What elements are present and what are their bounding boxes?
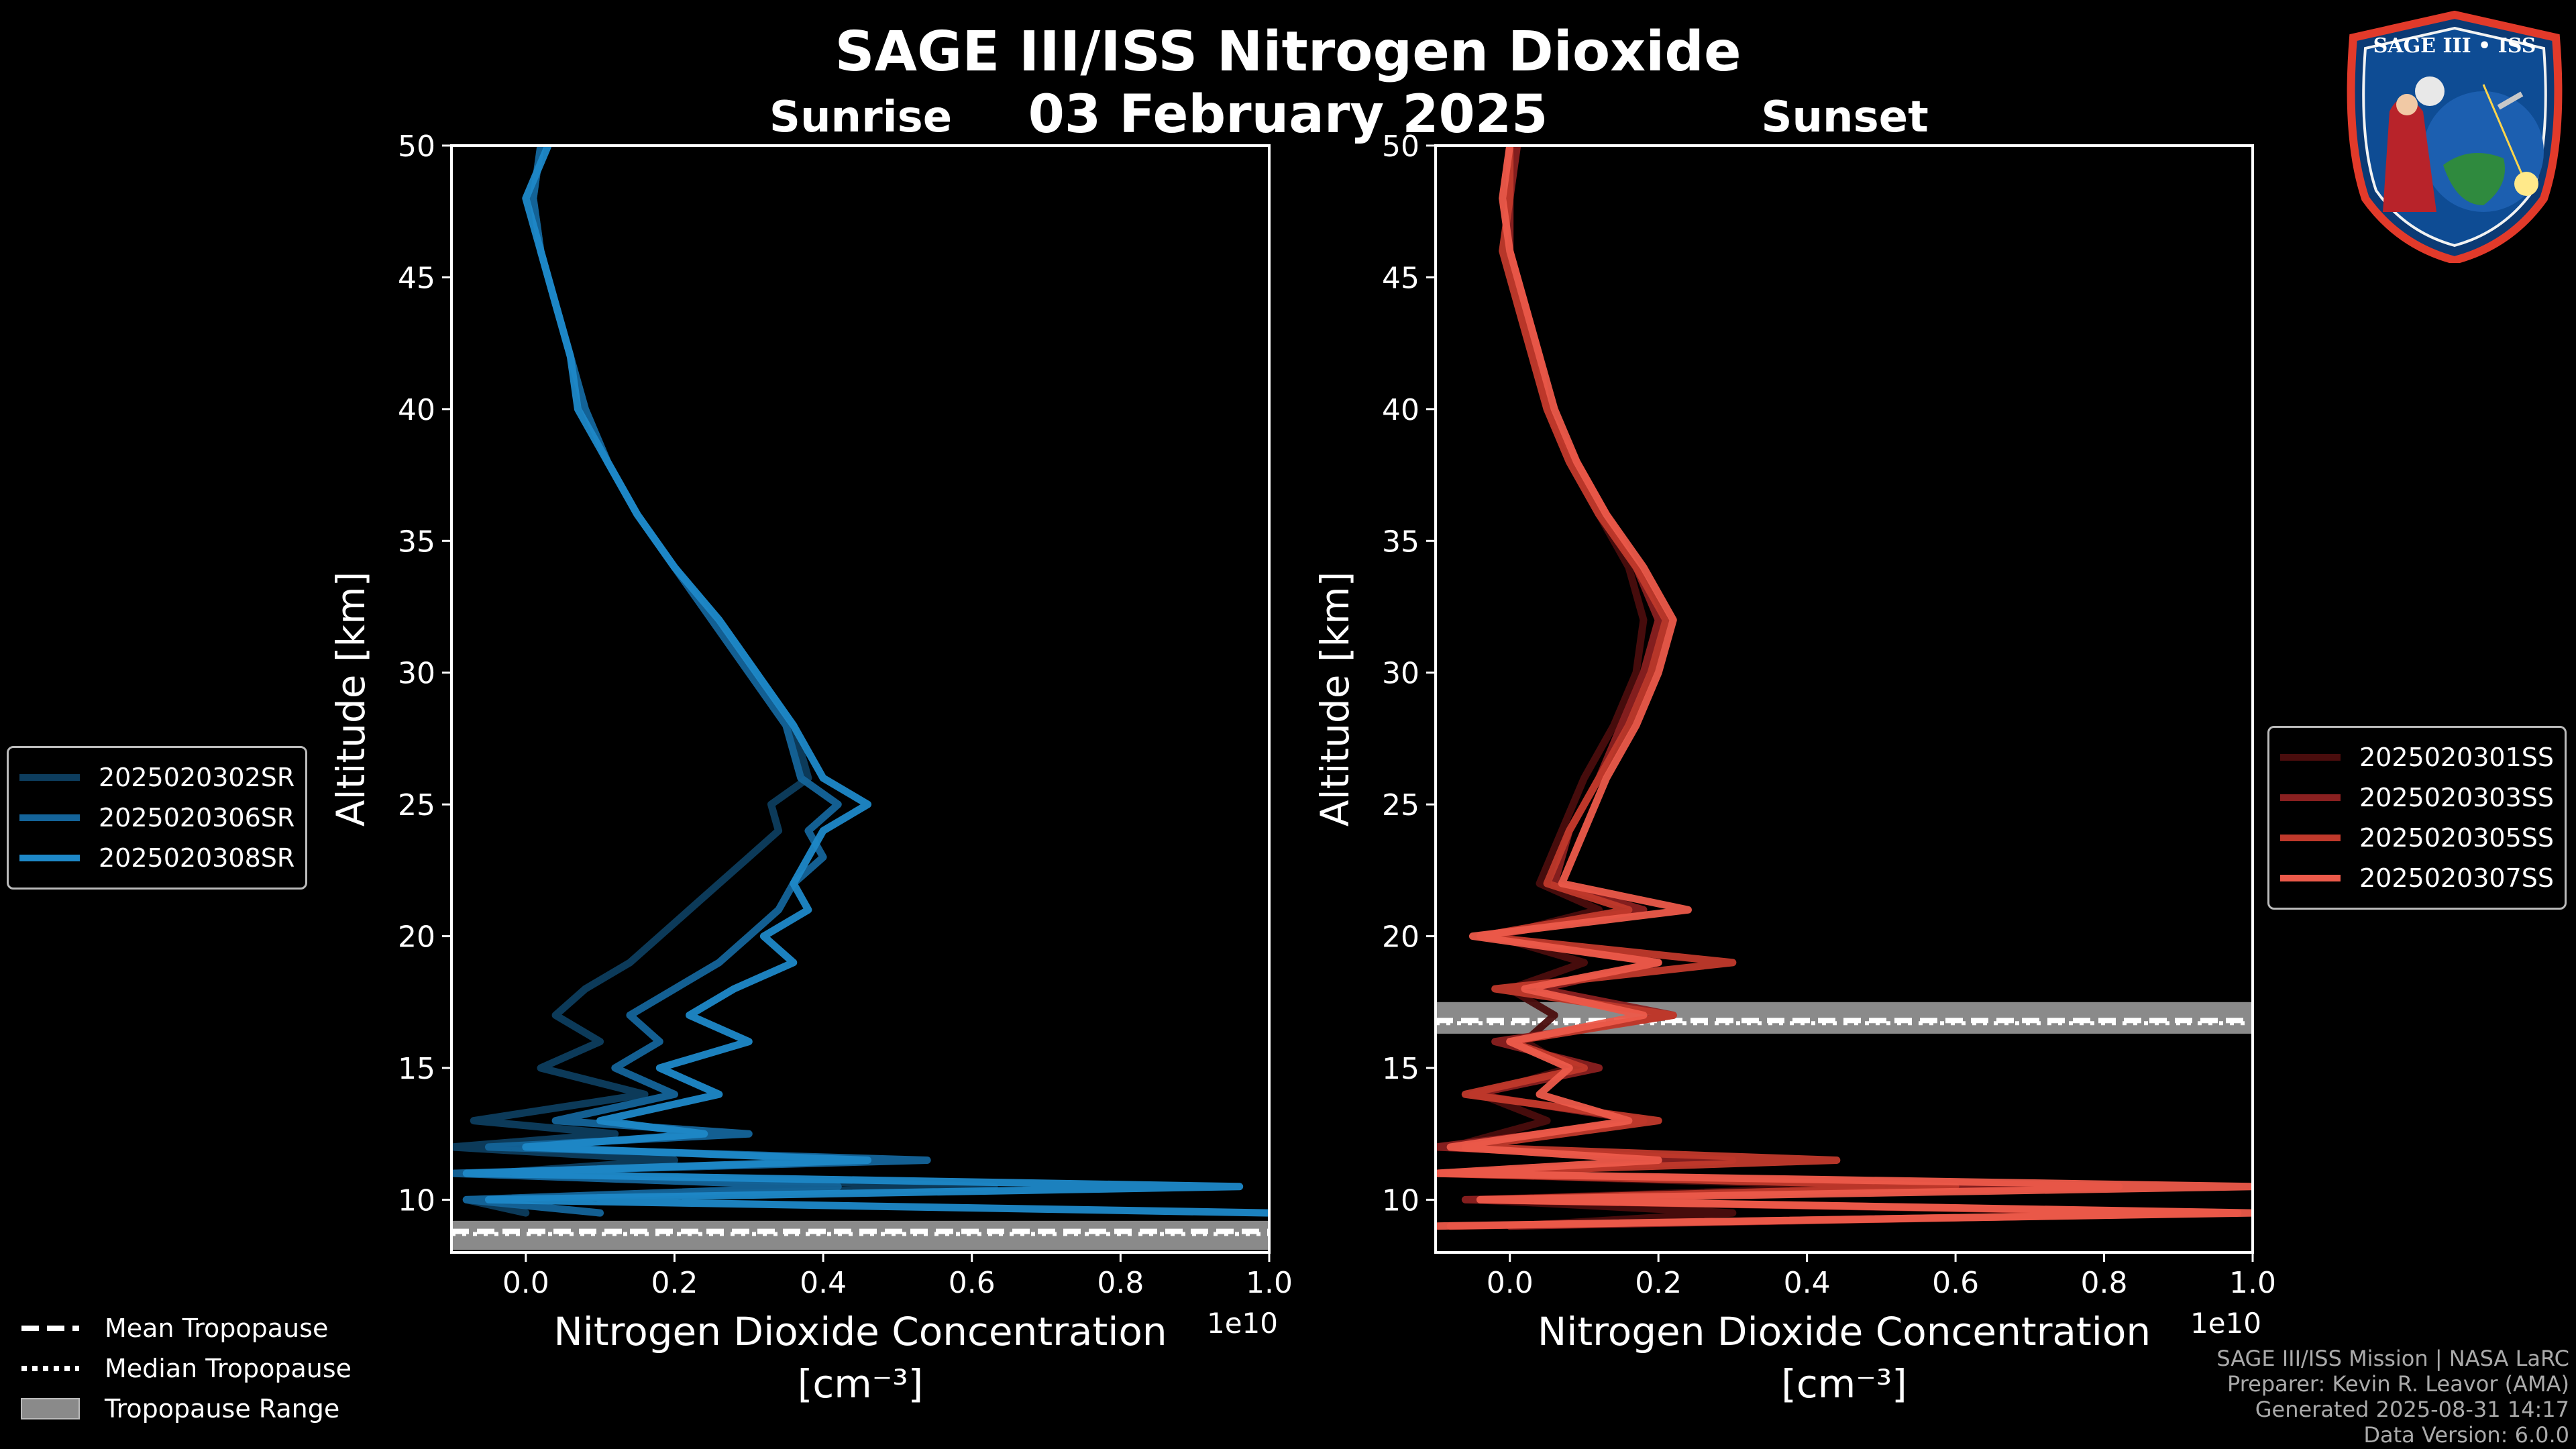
legend-swatch [2280, 835, 2341, 841]
y-tick-label: 15 [398, 1052, 435, 1086]
legend-item-tropopause-range: Tropopause Range [20, 1389, 352, 1429]
legend-swatch [2280, 875, 2341, 881]
x-axis-unit: [cm⁻³] [798, 1361, 924, 1407]
x-tick-label: 0.6 [949, 1266, 996, 1300]
legend-swatch [2280, 754, 2341, 761]
legend-swatch [19, 814, 80, 821]
legend-label: 2025020301SS [2359, 743, 2555, 772]
x-tick-label: 1.0 [1246, 1266, 1293, 1300]
footer-preparer: Preparer: Kevin R. Leavor (AMA) [2226, 1371, 2569, 1397]
x-axis-multiplier: 1e10 [2190, 1307, 2261, 1340]
legend-label: Tropopause Range [105, 1394, 340, 1424]
legend-item: 2025020308SR [19, 838, 294, 878]
logo-text: SAGE III • ISS [2373, 34, 2536, 58]
footer-generated: Generated 2025-08-31 14:17 [2255, 1397, 2569, 1422]
series-line-2025020308SR [462, 146, 1269, 1217]
y-tick-label: 30 [1382, 657, 1419, 691]
y-tick-label: 50 [398, 129, 435, 164]
dashed-line-swatch [21, 1326, 79, 1331]
legend-item: 2025020307SS [2280, 858, 2554, 898]
legend-label: 2025020306SR [99, 803, 295, 833]
y-tick-label: 20 [398, 920, 435, 955]
x-axis-label: Nitrogen Dioxide Concentration [1538, 1309, 2151, 1354]
legend-item: 2025020306SR [19, 798, 294, 838]
y-tick-label: 40 [1382, 393, 1419, 427]
legend-label: Mean Tropopause [105, 1313, 329, 1343]
y-tick-label: 35 [1382, 525, 1419, 559]
axes-frame [1434, 144, 2254, 1254]
legend-item-median-tropopause: Median Tropopause [20, 1348, 352, 1389]
y-tick-label: 10 [1382, 1183, 1419, 1218]
y-tick-label: 15 [1382, 1052, 1419, 1086]
x-tick-label: 1.0 [2229, 1266, 2276, 1300]
y-tick-label: 40 [398, 393, 435, 427]
chart-title: SAGE III/ISS Nitrogen Dioxide [835, 20, 1741, 84]
chart-date: 03 February 2025 [1028, 85, 1548, 145]
x-tick-label: 0.0 [1487, 1266, 1534, 1300]
legend-swatch [19, 855, 80, 861]
series-line-2025020307SS [1436, 146, 2253, 1230]
sage-iii-iss-logo: SAGE III • ISS [2347, 11, 2563, 263]
x-tick-label: 0.4 [800, 1266, 847, 1300]
y-tick-label: 45 [398, 261, 435, 295]
sunrise-legend: 2025020302SR 2025020306SR 2025020308SR [7, 746, 308, 890]
plot-area [451, 146, 1269, 1250]
sunrise-panel-title: Sunrise [769, 93, 953, 142]
sunrise-panel: 10 15 20 25 30 35 40 45 50 0.0 0.2 0.4 0.6 0.8 1.0 1e10… [328, 129, 1293, 1407]
y-tick-label: 10 [398, 1183, 435, 1218]
sunset-panel: 10 15 20 25 30 35 40 45 50 0.0 0.2 0.4 0.6 0.8 1.0 1e10… [1312, 129, 2276, 1407]
y-tick-label: 30 [398, 657, 435, 691]
legend-label: 2025020305SS [2359, 823, 2555, 853]
series-line-2025020301SS [1436, 146, 1885, 1230]
series-line-2025020305SS [1436, 146, 2242, 1230]
legend-label: 2025020308SR [99, 843, 295, 873]
legend-item: 2025020302SR [19, 757, 294, 798]
tropopause-legend: Mean Tropopause Median Tropopause Tropop… [20, 1308, 352, 1429]
legend-label: 2025020302SR [99, 763, 295, 792]
x-tick-label: 0.2 [651, 1266, 698, 1300]
sunset-panel-title: Sunset [1761, 93, 1929, 142]
y-axis-label: Altitude [km] [328, 572, 374, 826]
x-tick-label: 0.4 [1784, 1266, 1831, 1300]
legend-label: 2025020307SS [2359, 863, 2555, 893]
legend-item-mean-tropopause: Mean Tropopause [20, 1308, 352, 1348]
y-tick-label: 25 [1382, 788, 1419, 822]
x-tick-label: 0.2 [1635, 1266, 1682, 1300]
y-tick-label: 45 [1382, 261, 1419, 295]
y-axis-label: Altitude [km] [1312, 572, 1358, 826]
legend-label: Median Tropopause [105, 1354, 352, 1383]
dotted-line-swatch [21, 1366, 79, 1371]
y-tick-label: 20 [1382, 920, 1419, 955]
footer-version: Data Version: 6.0.0 [2363, 1422, 2569, 1448]
sunset-legend: 2025020301SS 2025020303SS 2025020305SS 2… [2267, 726, 2567, 910]
footer-credits: SAGE III/ISS Mission | NASA LaRC Prepare… [2216, 1346, 2569, 1448]
x-tick-label: 0.8 [2081, 1266, 2128, 1300]
footer-mission: SAGE III/ISS Mission | NASA LaRC [2216, 1346, 2569, 1371]
legend-swatch [19, 774, 80, 781]
x-axis-multiplier: 1e10 [1207, 1307, 1278, 1340]
x-tick-label: 0.8 [1097, 1266, 1144, 1300]
plot-area [1436, 146, 2253, 1230]
legend-item: 2025020301SS [2280, 737, 2554, 777]
axes-frame [450, 144, 1271, 1254]
legend-label: 2025020303SS [2359, 783, 2555, 812]
series-line-2025020306SR [451, 146, 931, 1217]
x-tick-label: 0.6 [1932, 1266, 1979, 1300]
y-tick-label: 25 [398, 788, 435, 822]
y-tick-label: 50 [1382, 129, 1419, 164]
x-axis-label: Nitrogen Dioxide Concentration [553, 1309, 1167, 1354]
x-axis-unit: [cm⁻³] [1781, 1361, 1907, 1407]
range-swatch [21, 1398, 80, 1419]
legend-item: 2025020305SS [2280, 818, 2554, 858]
legend-swatch [2280, 794, 2341, 801]
x-tick-label: 0.0 [502, 1266, 549, 1300]
y-tick-label: 35 [398, 525, 435, 559]
legend-item: 2025020303SS [2280, 777, 2554, 818]
